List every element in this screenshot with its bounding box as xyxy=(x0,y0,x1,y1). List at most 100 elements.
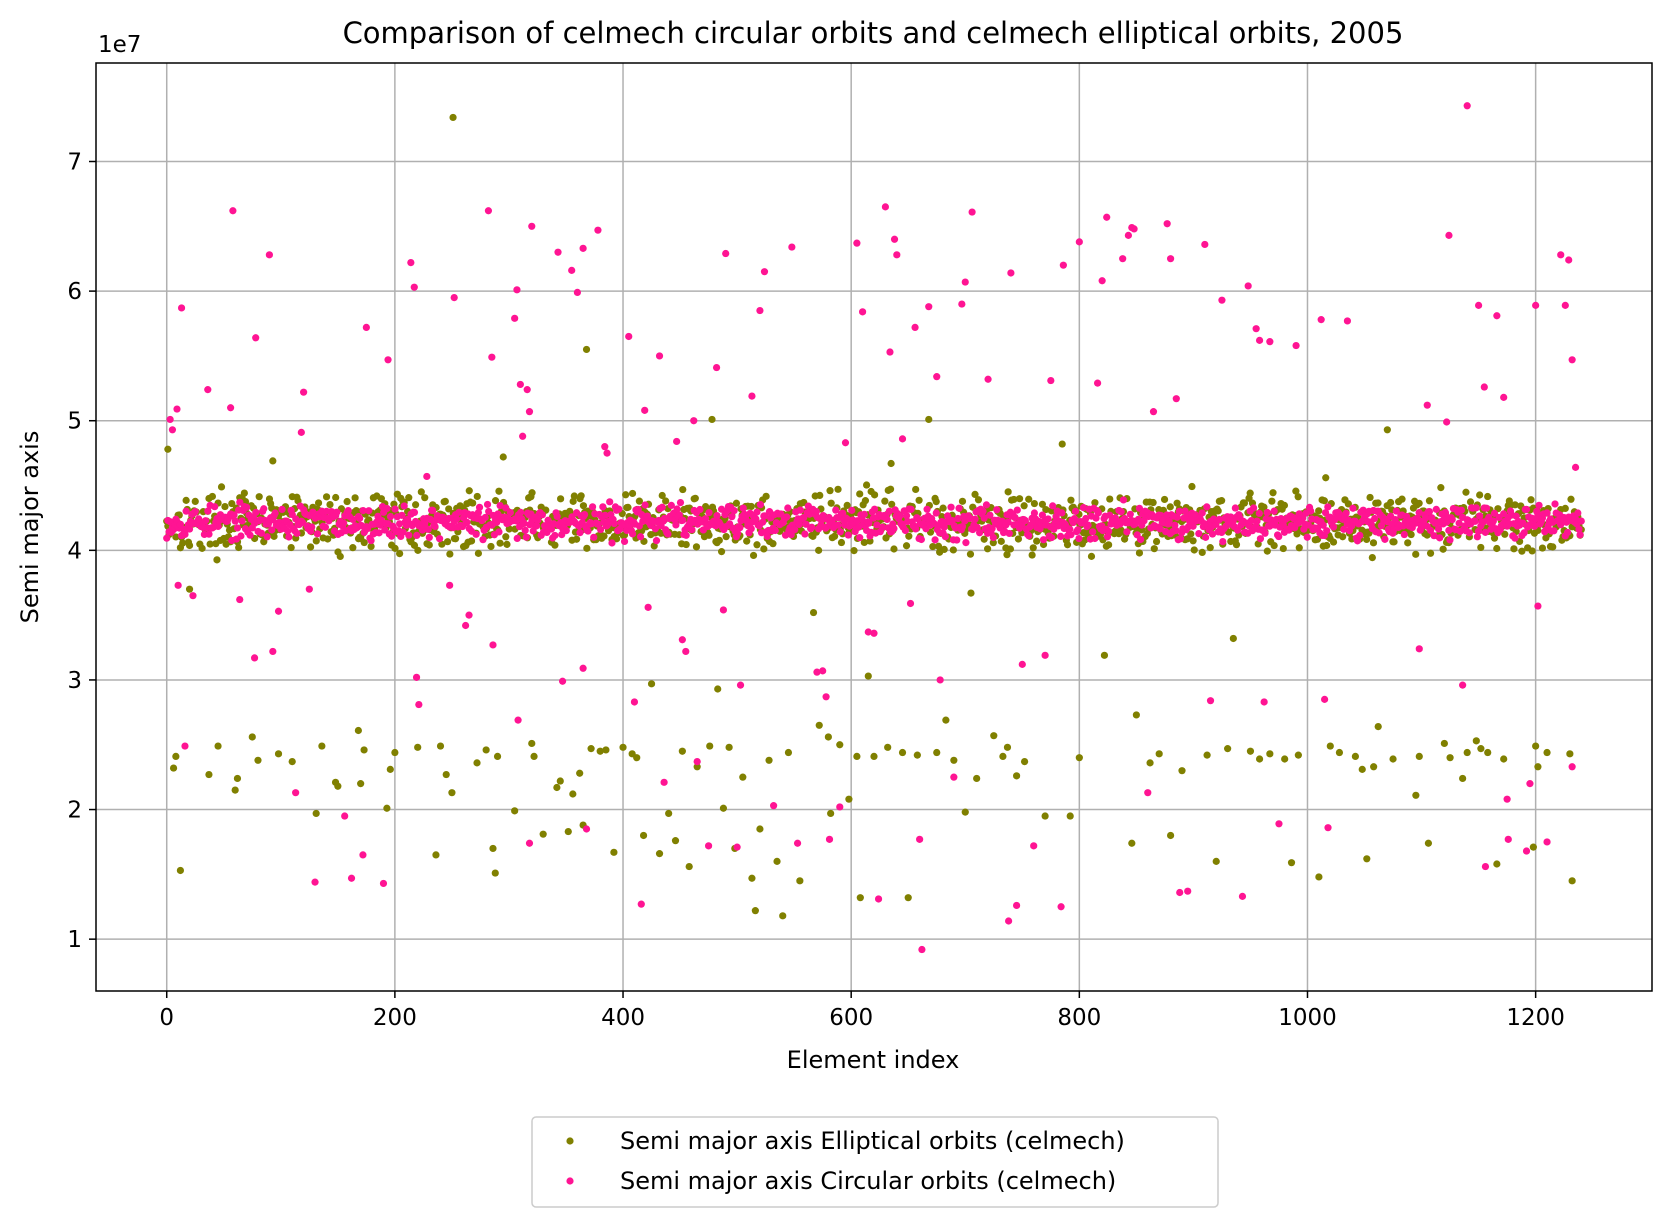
data-point xyxy=(942,716,950,724)
y-tick-label: 6 xyxy=(67,279,82,305)
data-point xyxy=(1303,533,1311,541)
data-point xyxy=(1534,763,1542,771)
data-point xyxy=(1270,507,1278,515)
data-point xyxy=(658,503,666,511)
data-point xyxy=(1423,401,1431,409)
data-point xyxy=(917,535,925,544)
data-point xyxy=(1003,743,1012,751)
data-point xyxy=(1018,660,1026,668)
data-point xyxy=(182,496,190,504)
data-point xyxy=(1270,541,1278,550)
data-point xyxy=(688,526,696,534)
data-point xyxy=(1455,519,1463,527)
data-point xyxy=(1279,544,1287,553)
data-point xyxy=(1534,602,1542,610)
data-point xyxy=(551,541,559,549)
data-point xyxy=(873,521,881,529)
data-point xyxy=(410,283,418,291)
data-point xyxy=(1526,780,1534,788)
data-point xyxy=(673,505,681,513)
data-point xyxy=(1389,755,1397,763)
data-point xyxy=(1004,518,1012,526)
data-point xyxy=(357,780,365,788)
data-point xyxy=(770,802,778,810)
data-point xyxy=(1208,530,1217,538)
data-point xyxy=(1522,505,1531,514)
data-point xyxy=(912,525,920,533)
data-point xyxy=(255,493,263,501)
data-point xyxy=(1240,499,1249,507)
data-point xyxy=(1025,532,1033,540)
data-point xyxy=(641,406,649,414)
data-point xyxy=(760,268,769,276)
data-point xyxy=(484,207,493,215)
x-tick-label: 1000 xyxy=(1278,1005,1337,1031)
data-point xyxy=(383,804,391,812)
data-point xyxy=(1128,839,1136,847)
data-point xyxy=(751,907,759,915)
x-axis-label: Element index xyxy=(787,1046,960,1074)
data-point xyxy=(1044,515,1052,523)
y-tick-label: 2 xyxy=(67,798,82,824)
data-point xyxy=(1335,748,1344,757)
data-point xyxy=(260,505,268,513)
data-point xyxy=(1212,857,1220,865)
data-point xyxy=(1404,539,1412,547)
data-point xyxy=(1214,507,1222,515)
data-point xyxy=(594,226,602,234)
data-point xyxy=(610,519,618,528)
data-point xyxy=(696,505,704,514)
data-point xyxy=(1576,531,1584,539)
data-point xyxy=(796,506,804,514)
data-point xyxy=(1561,504,1569,513)
y-tick-label: 3 xyxy=(67,668,82,694)
data-point xyxy=(469,499,477,507)
data-point xyxy=(474,549,483,557)
x-tick-label: 200 xyxy=(373,1005,417,1031)
data-point xyxy=(864,628,872,636)
data-point xyxy=(1371,514,1379,523)
data-point xyxy=(896,512,904,520)
data-point xyxy=(254,756,262,764)
data-point xyxy=(1033,537,1041,545)
data-point xyxy=(349,544,357,552)
data-point xyxy=(1250,504,1258,512)
data-point xyxy=(1246,489,1254,497)
data-point xyxy=(1146,759,1154,767)
data-point xyxy=(1198,509,1206,517)
data-point xyxy=(354,726,362,735)
data-point xyxy=(375,529,383,537)
data-point xyxy=(313,530,322,538)
data-point xyxy=(1370,763,1378,771)
data-point xyxy=(1166,831,1175,840)
data-point xyxy=(425,541,433,549)
data-point xyxy=(1477,543,1485,552)
data-point xyxy=(551,531,559,540)
data-point xyxy=(779,912,787,920)
data-point xyxy=(1381,535,1389,543)
y-offset-label: 1e7 xyxy=(98,32,141,58)
data-point xyxy=(923,505,931,513)
data-point xyxy=(1374,722,1382,731)
data-point xyxy=(1089,528,1097,536)
data-point xyxy=(932,509,940,517)
data-point xyxy=(572,535,581,543)
data-point xyxy=(333,508,341,516)
data-point xyxy=(250,654,259,662)
data-point xyxy=(365,507,373,515)
data-point xyxy=(252,508,260,516)
data-point xyxy=(455,508,463,516)
data-point xyxy=(208,492,216,501)
data-point xyxy=(1538,544,1547,552)
data-point xyxy=(506,508,514,517)
data-point xyxy=(841,439,850,447)
data-point xyxy=(902,512,911,520)
data-point xyxy=(1463,102,1471,110)
data-point xyxy=(1087,552,1096,560)
data-point xyxy=(793,839,802,847)
data-point xyxy=(832,506,840,514)
data-point xyxy=(398,511,406,519)
data-point xyxy=(1075,238,1083,246)
data-point xyxy=(322,493,331,501)
data-point xyxy=(1084,521,1092,529)
